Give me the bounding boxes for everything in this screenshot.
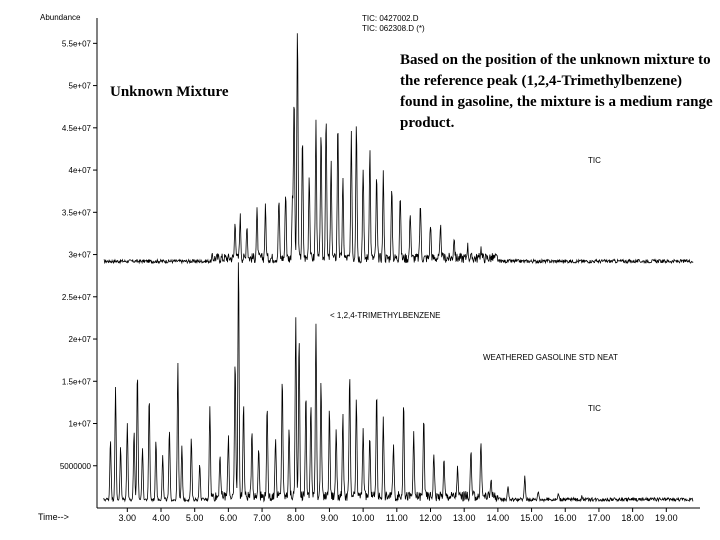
- y-tick-label: 2.5e+07: [62, 293, 92, 302]
- x-ticks: 3.00 4.00 5.00 6.00 7.00 8.00 9.00 10.00 11.00 12…: [119, 508, 678, 523]
- x-tick-label: 17.00: [588, 513, 611, 523]
- y-tick-label: 3e+07: [69, 251, 92, 260]
- tic-header-upper: TIC: 0427002.D: [362, 14, 419, 23]
- x-tick-label: 7.00: [253, 513, 271, 523]
- y-tick-label: 5e+07: [69, 82, 92, 91]
- x-tick-label: 18.00: [621, 513, 644, 523]
- y-tick-label: 4.5e+07: [62, 124, 92, 133]
- y-tick-label: 3.5e+07: [62, 208, 92, 217]
- x-tick-label: 12.00: [419, 513, 442, 523]
- x-tick-label: 8.00: [287, 513, 305, 523]
- x-tick-label: 13.00: [453, 513, 476, 523]
- x-tick-label: 11.00: [386, 513, 408, 523]
- interpretation-note: Based on the position of the unknown mix…: [400, 52, 713, 131]
- x-tick-label: 3.00: [119, 513, 137, 523]
- x-tick-label: 4.00: [152, 513, 170, 523]
- y-tick-label: 4e+07: [69, 166, 92, 175]
- x-tick-label: 14.00: [487, 513, 510, 523]
- y-axis-label: Abundance: [40, 13, 81, 22]
- x-tick-label: 9.00: [321, 513, 339, 523]
- x-tick-label: 5.00: [186, 513, 204, 523]
- standard-label: WEATHERED GASOLINE STD NEAT: [483, 353, 618, 362]
- trace-label-upper: TIC: [588, 156, 601, 165]
- trace-line-standard: [103, 262, 694, 503]
- unknown-mixture-label: Unknown Mixture: [110, 84, 229, 100]
- trace-line-unknown: [103, 33, 694, 265]
- x-axis-label: Time-->: [38, 512, 69, 522]
- tic-header-lower: TIC: 062308.D (*): [362, 24, 425, 33]
- y-tick-label: 1e+07: [69, 420, 92, 429]
- y-tick-label: 2e+07: [69, 335, 92, 344]
- traces: [103, 33, 694, 503]
- x-tick-label: 6.00: [220, 513, 238, 523]
- x-tick-label: 19.00: [655, 513, 678, 523]
- x-tick-label: 15.00: [520, 513, 543, 523]
- y-tick-label: 1.5e+07: [62, 377, 92, 386]
- y-tick-label: 5.5e+07: [62, 39, 92, 48]
- x-tick-label: 10.00: [352, 513, 375, 523]
- x-tick-label: 16.00: [554, 513, 577, 523]
- y-ticks: 5000000 1e+07 1.5e+07 2e+07 2.5e+07 3e+07 3.5e…: [60, 39, 97, 471]
- trace-label-lower: TIC: [588, 404, 601, 413]
- reference-peak-label: < 1,2,4-TRIMETHYLBENZENE: [330, 311, 440, 320]
- y-tick-label: 5000000: [60, 462, 92, 471]
